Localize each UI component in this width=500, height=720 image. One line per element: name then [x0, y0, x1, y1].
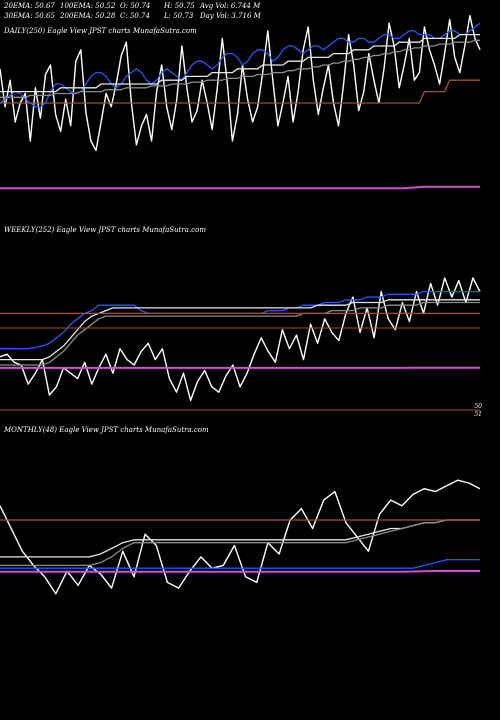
- low-label: L: 50.73: [164, 12, 194, 20]
- weekly-panel-title: WEEKLY(252) Eagle View JPST charts Munaf…: [4, 226, 206, 234]
- ema200-label: 200EMA: 50.28: [60, 12, 116, 20]
- avgvol-label: Avg Vol: 6.744 M: [200, 2, 261, 10]
- monthly-panel-title: MONTHLY(48) Eagle View JPST charts Munaf…: [4, 426, 209, 434]
- monthly-panel: [0, 479, 481, 595]
- high-label: H: 50.75: [164, 2, 195, 10]
- weekly-ema-line-2: [0, 299, 480, 361]
- daily-panel: [0, 14, 481, 190]
- monthly-volume-line-5: [0, 570, 480, 573]
- monthly-ema-line-1: [0, 519, 480, 558]
- open-label: O: 50.74: [120, 2, 151, 10]
- daily-ema-line-3: [0, 39, 480, 98]
- weekly-edge-bottom-label: 51: [474, 411, 482, 418]
- daily-ema-line-2: [0, 33, 480, 93]
- ema20-label: 20EMA: 50.67: [4, 2, 55, 10]
- ema100-label: 100EMA: 50.52: [60, 2, 116, 10]
- daily-ema-line-4: [0, 79, 480, 104]
- weekly-edge-top-label: 50: [474, 403, 482, 410]
- weekly-price-line-0: [0, 277, 481, 402]
- weekly-ema-line-3: [0, 301, 480, 366]
- close-label: C: 50.74: [120, 12, 150, 20]
- monthly-ema-line-2: [0, 519, 480, 567]
- daily-panel-title: DAILY(250) Eagle View JPST charts Munafa…: [4, 27, 197, 35]
- monthly-ema-line-4: [0, 559, 480, 569]
- monthly-price-line-0: [0, 479, 481, 595]
- weekly-panel: [0, 277, 481, 411]
- daily-volume-line-5: [0, 185, 480, 190]
- dayvol-label: Day Vol: 3.716 M: [200, 12, 261, 20]
- daily-price-line-0: [0, 14, 481, 152]
- ema30-label: 30EMA: 50.65: [4, 12, 55, 20]
